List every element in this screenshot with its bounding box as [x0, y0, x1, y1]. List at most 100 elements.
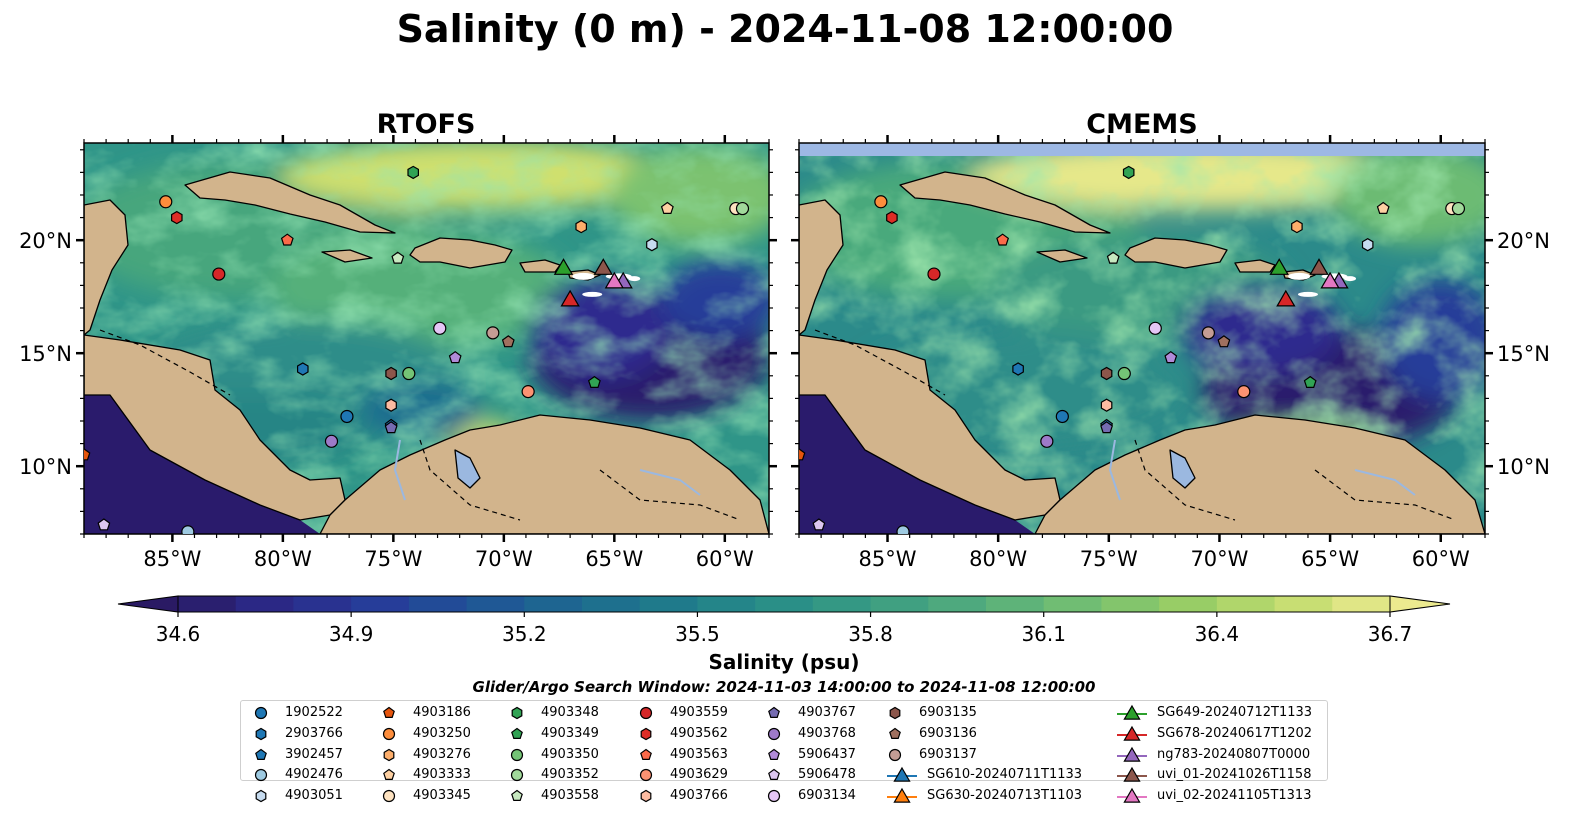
legend-symbol	[767, 727, 781, 741]
legend-label: ng783-20240807T0000	[1157, 747, 1311, 762]
legend-symbol	[1117, 725, 1147, 741]
legend-symbol	[254, 768, 268, 782]
legend-label: 4903276	[413, 747, 471, 762]
colorbar-segment	[235, 596, 295, 612]
lon-tick-label: 65°W	[1301, 547, 1359, 571]
colorbar-segment	[1332, 596, 1391, 612]
legend-symbol	[255, 727, 267, 741]
cmems-map-panel	[799, 143, 1485, 534]
float-marker-4903348	[1122, 165, 1135, 180]
colorbar-tick-label: 36.1	[1021, 622, 1066, 646]
legend-label: 4903559	[670, 705, 728, 720]
legend-marker	[1123, 746, 1141, 762]
legend-symbol	[510, 768, 524, 782]
colorbar-segment	[755, 596, 814, 612]
legend-label: 6903137	[919, 747, 977, 762]
float-marker-4903563	[280, 233, 294, 246]
legend-marker	[888, 748, 902, 762]
colorbar-segment	[178, 596, 237, 612]
legend-marker	[1123, 766, 1141, 782]
legend-marker	[383, 748, 395, 762]
float-marker-2903766	[297, 362, 309, 376]
float-marker-4903559	[927, 267, 941, 281]
colorbar-segment	[812, 596, 872, 612]
float-marker-4903563	[996, 233, 1010, 246]
colorbar-extend-max	[1389, 595, 1451, 613]
legend-label: 4903768	[798, 726, 856, 741]
legend-symbol	[254, 706, 268, 720]
colorbar-tick-label: 36.4	[1195, 622, 1240, 646]
lat-tick-label: 15°N	[19, 342, 72, 366]
legend-marker	[255, 789, 267, 803]
float-marker-4903349	[587, 375, 601, 388]
float-marker-4903768	[1040, 434, 1054, 448]
colorbar-segment	[697, 596, 756, 612]
legend-marker	[889, 727, 901, 739]
colorbar-extend-min	[117, 595, 179, 613]
legend-symbol	[383, 768, 395, 780]
legend-label: 4903186	[413, 705, 471, 720]
legend-marker	[1123, 704, 1141, 720]
float-marker-4903349	[1303, 375, 1317, 388]
float-marker-4903186	[799, 448, 806, 461]
glider-track	[572, 272, 595, 280]
lat-tick-label: 10°N	[1497, 455, 1550, 479]
lon-tick-label: 70°W	[1190, 547, 1248, 571]
glider-marker-uvi_01-20241026T1158	[1309, 258, 1329, 275]
colorbar-segment	[466, 596, 525, 612]
float-marker-4903276	[1291, 219, 1303, 234]
legend-symbol	[768, 748, 780, 760]
figure-title: Salinity (0 m) - 2024-11-08 12:00:00	[397, 7, 1174, 51]
search-window-text: Glider/Argo Search Window: 2024-11-03 14…	[473, 678, 1096, 696]
legend-marker	[510, 768, 524, 782]
lat-tick-label: 20°N	[1497, 229, 1550, 253]
legend-symbol	[640, 789, 652, 803]
colorbar-segment	[928, 596, 987, 612]
legend-symbol	[889, 727, 901, 739]
legend-label: 4903350	[541, 747, 599, 762]
legend-label: 5906437	[798, 747, 856, 762]
colorbar-segment	[351, 596, 410, 612]
legend-symbol	[383, 706, 395, 718]
colorbar-segment	[1101, 596, 1160, 612]
colorbar-tick-label: 35.8	[848, 622, 893, 646]
float-marker-4903766	[385, 398, 397, 412]
float-marker-5906437	[1164, 350, 1178, 364]
float-marker-6903136	[1217, 335, 1231, 348]
float-marker-6903137	[1201, 326, 1215, 340]
colorbar-tick-label: 36.7	[1368, 622, 1413, 646]
legend-symbol	[511, 789, 523, 801]
float-marker-4902476	[896, 525, 910, 534]
lon-tick-label: 80°W	[969, 547, 1027, 571]
colorbar-segment	[870, 596, 929, 612]
legend-marker	[768, 706, 780, 718]
lon-tick-label: 75°W	[1080, 547, 1138, 571]
glider-marker-uvi_02-20241105T1313	[604, 271, 625, 289]
legend-marker	[255, 727, 267, 741]
legend-symbol	[768, 768, 780, 780]
glider-track	[628, 276, 641, 282]
lon-tick-label: 60°W	[696, 547, 754, 571]
float-marker-4903051	[1361, 238, 1374, 252]
float-marker-4903629	[521, 385, 535, 399]
lon-tick-label: 80°W	[254, 547, 312, 571]
legend-marker	[768, 748, 780, 760]
legend-label: 4903629	[670, 767, 728, 782]
legend-marker	[893, 766, 911, 782]
legend-symbol	[382, 789, 396, 803]
legend-label: SG678-20240617T1202	[1157, 726, 1313, 741]
colorbar-tick-label: 34.9	[329, 622, 374, 646]
legend-marker	[383, 768, 395, 780]
float-marker-1902522	[1055, 409, 1069, 424]
glider-track	[1297, 291, 1318, 297]
legend-label: 3902457	[285, 747, 343, 762]
legend-symbol	[887, 787, 917, 803]
legend-symbol	[511, 706, 523, 720]
float-marker-4903051	[646, 238, 658, 252]
glider-marker-SG649-20240712T1133	[553, 258, 574, 275]
glider-marker-uvi_01-20241026T1158	[593, 258, 613, 275]
float-marker-4903559	[212, 267, 226, 281]
legend-label: 4903349	[541, 726, 599, 741]
legend-marker	[889, 706, 901, 720]
